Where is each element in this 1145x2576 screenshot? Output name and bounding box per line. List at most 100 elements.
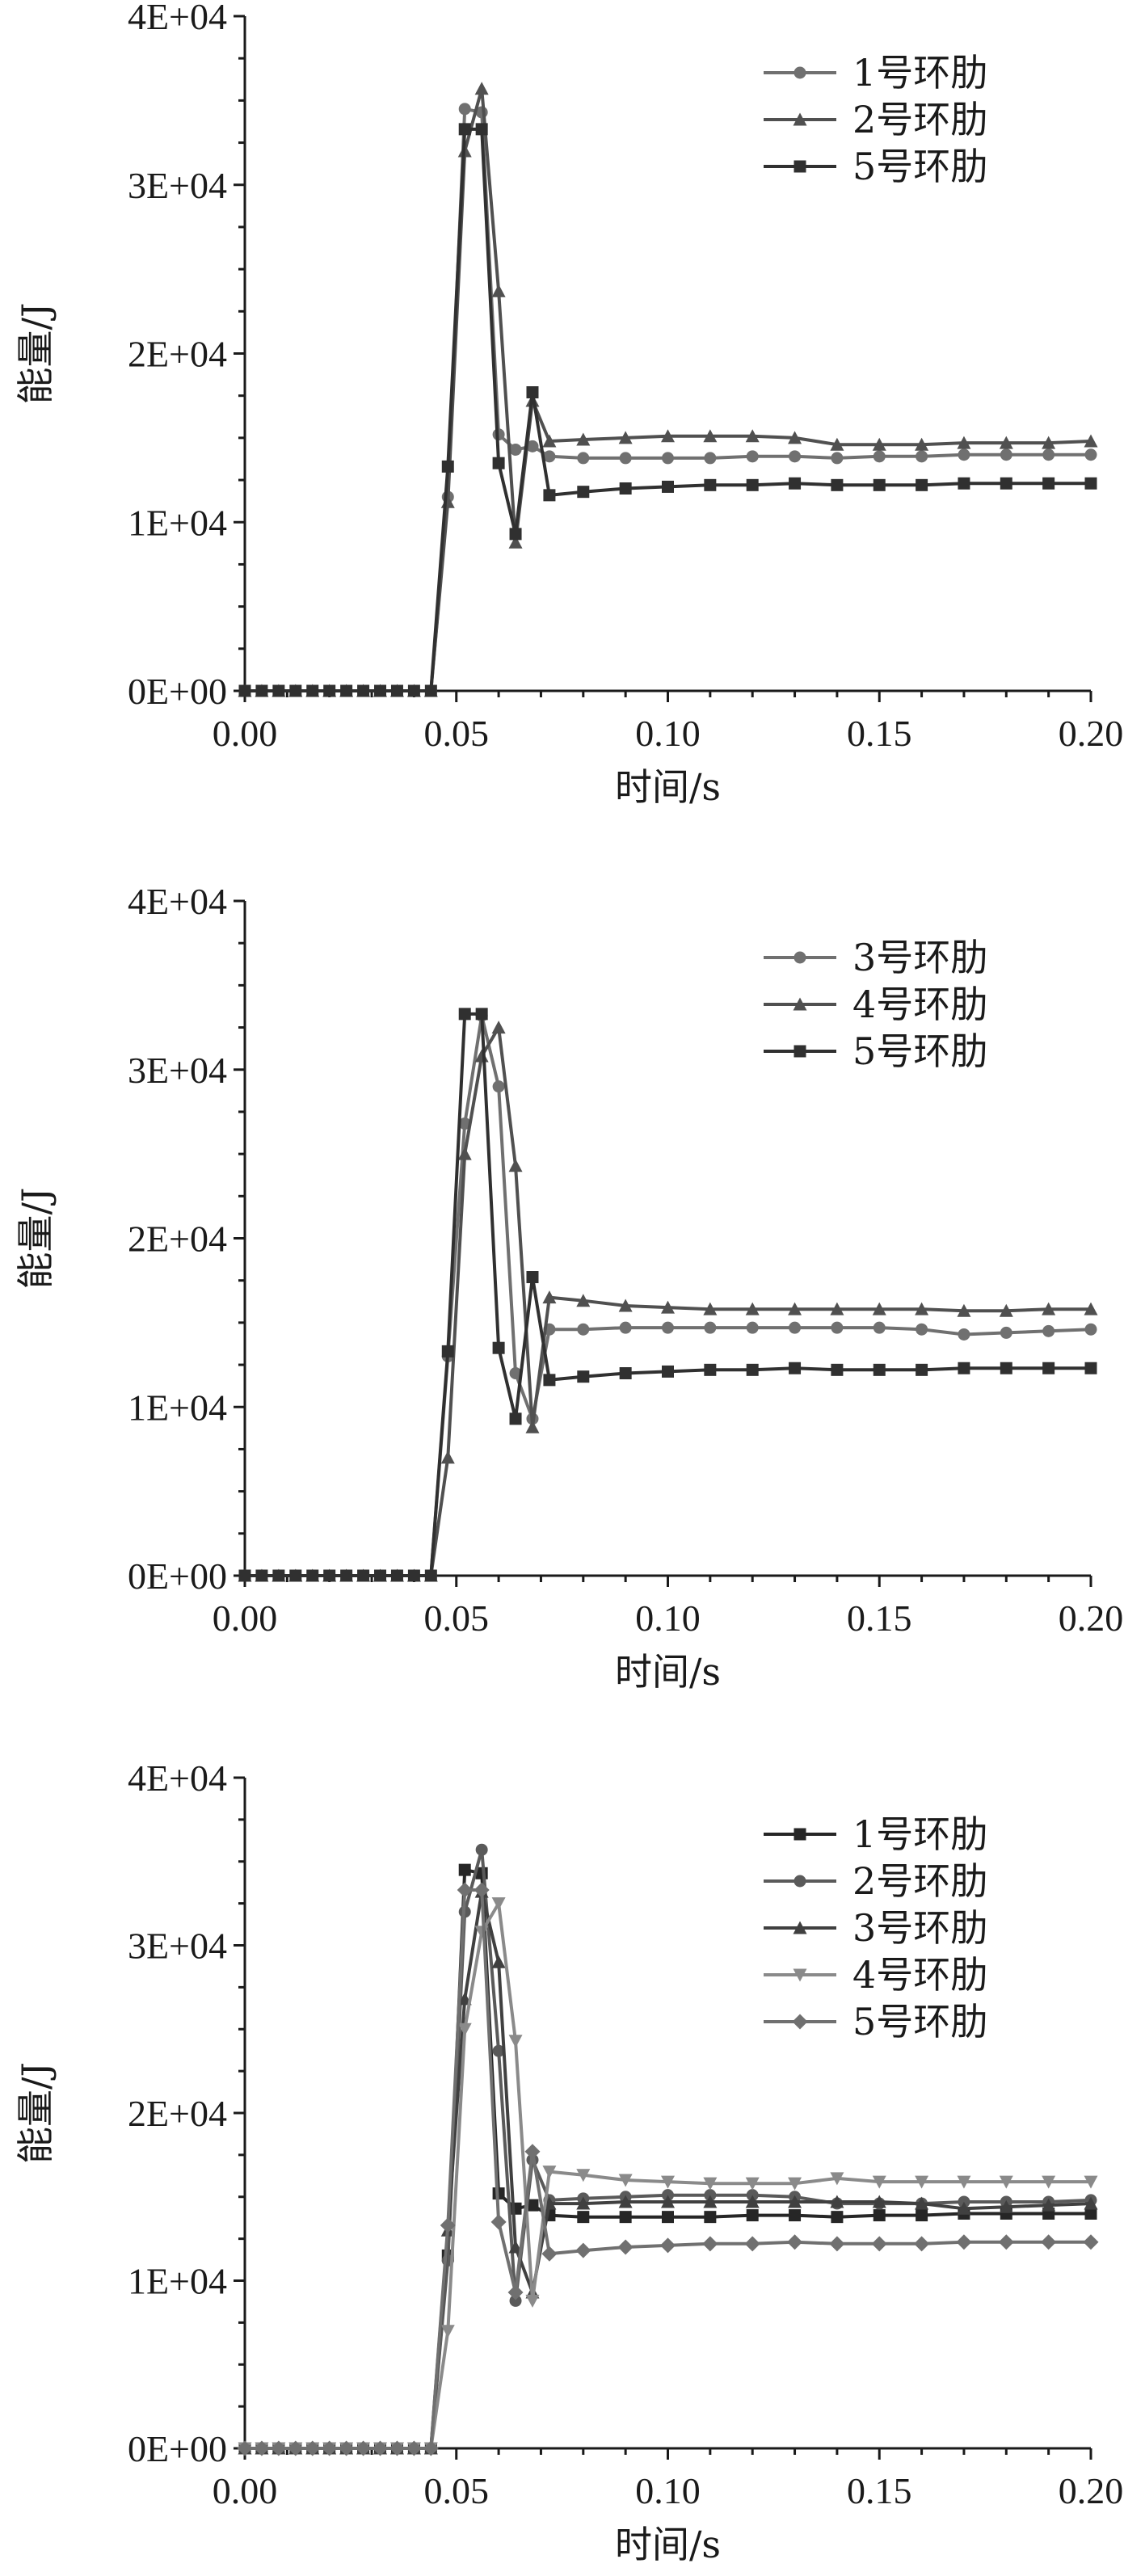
- data-point: [1083, 2234, 1099, 2250]
- x-axis-title: 时间/s: [615, 2523, 721, 2566]
- legend-marker: [792, 2014, 808, 2030]
- data-point: [491, 1021, 506, 1034]
- data-point: [787, 2234, 803, 2250]
- data-point: [830, 2195, 844, 2208]
- data-point: [238, 684, 251, 697]
- data-point: [958, 477, 970, 490]
- data-point: [1042, 1362, 1055, 1374]
- data-point: [745, 1302, 760, 1315]
- data-point: [457, 2022, 472, 2036]
- data-point: [407, 684, 420, 697]
- legend-label: 1号环肋: [852, 51, 987, 95]
- y-tick-label: 1E+04: [128, 502, 227, 543]
- data-point: [788, 2177, 802, 2191]
- legend-marker: [794, 1828, 806, 1841]
- data-point: [508, 535, 523, 549]
- x-tick-label: 0.05: [424, 713, 490, 754]
- data-point: [662, 1365, 674, 1378]
- data-point: [526, 2199, 539, 2212]
- data-point: [577, 486, 590, 499]
- x-tick-label: 0.00: [213, 2470, 278, 2511]
- data-point: [788, 2195, 802, 2208]
- x-tick-label: 0.15: [847, 2470, 912, 2511]
- data-point: [957, 1303, 971, 1317]
- data-point: [662, 480, 674, 493]
- y-tick-label: 4E+04: [128, 881, 227, 922]
- data-point: [1084, 2208, 1097, 2220]
- x-tick-label: 0.10: [635, 2470, 701, 2511]
- data-point: [271, 2440, 287, 2456]
- data-point: [957, 2201, 971, 2215]
- data-point: [1042, 1302, 1056, 1315]
- data-point: [576, 432, 591, 446]
- data-point: [475, 123, 488, 136]
- data-point: [746, 1321, 759, 1334]
- y-axis-title: 能量/J: [14, 2062, 57, 2164]
- data-point: [509, 1367, 522, 1379]
- legend-marker: [794, 951, 806, 964]
- data-point: [916, 478, 928, 491]
- data-point: [871, 2236, 887, 2252]
- data-point: [490, 2214, 507, 2230]
- data-point: [957, 436, 971, 449]
- data-point: [1084, 477, 1097, 490]
- data-point: [1084, 448, 1097, 461]
- x-tick-label: 0.05: [424, 1597, 490, 1639]
- legend-marker: [794, 160, 806, 173]
- data-point: [873, 1321, 886, 1334]
- data-point: [619, 482, 632, 495]
- data-point: [789, 1362, 802, 1374]
- data-point: [915, 2175, 929, 2189]
- data-point: [873, 2209, 886, 2222]
- y-tick-label: 3E+04: [128, 165, 227, 206]
- data-point: [619, 452, 632, 465]
- data-point: [374, 684, 387, 697]
- legend-marker: [794, 1875, 806, 1888]
- y-tick-label: 1E+04: [128, 2261, 227, 2302]
- data-point: [255, 1569, 268, 1582]
- data-point: [872, 437, 886, 451]
- data-point: [703, 2195, 718, 2208]
- data-point: [703, 1302, 718, 1315]
- data-point: [999, 1303, 1013, 1317]
- y-tick-label: 4E+04: [128, 0, 227, 37]
- data-point: [457, 1882, 473, 1898]
- y-tick-label: 2E+04: [128, 334, 227, 375]
- x-tick-label: 0.05: [424, 2470, 490, 2511]
- data-point: [619, 1367, 632, 1379]
- data-point: [788, 431, 802, 444]
- data-point: [357, 684, 370, 697]
- y-tick-label: 3E+04: [128, 1926, 227, 1967]
- data-point: [542, 2166, 557, 2179]
- data-point: [491, 284, 506, 297]
- data-point: [390, 1569, 403, 1582]
- data-point: [288, 2440, 304, 2456]
- data-point: [1000, 448, 1012, 461]
- data-point: [916, 2209, 928, 2222]
- data-point: [872, 1302, 886, 1315]
- data-point: [1042, 2175, 1056, 2189]
- data-point: [1042, 436, 1056, 449]
- data-point: [1041, 2234, 1057, 2250]
- data-point: [915, 1302, 929, 1315]
- data-point: [577, 1323, 590, 1336]
- legend-label: 4号环肋: [852, 983, 987, 1026]
- data-point: [542, 1290, 557, 1304]
- x-tick-label: 0.15: [847, 713, 912, 754]
- data-point: [526, 386, 539, 399]
- data-point: [509, 528, 522, 541]
- data-point: [475, 1008, 488, 1021]
- y-tick-label: 3E+04: [128, 1050, 227, 1091]
- data-point: [915, 437, 929, 451]
- data-point: [619, 2211, 632, 2224]
- data-point: [526, 1271, 539, 1284]
- data-point: [999, 2199, 1013, 2213]
- data-point: [619, 1321, 632, 1334]
- data-point: [789, 1321, 802, 1334]
- legend-label: 1号环肋: [852, 1812, 987, 1856]
- data-point: [373, 2440, 389, 2456]
- data-point: [789, 2209, 802, 2222]
- data-point: [661, 1300, 675, 1314]
- data-point: [831, 1363, 844, 1376]
